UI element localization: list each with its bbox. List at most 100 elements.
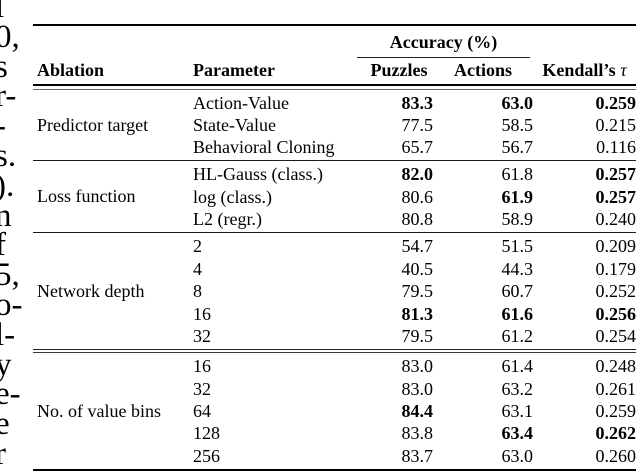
section-separator-rule [33,349,636,354]
margin-text-column: l 0, s r- - s. ). n f 5, o- l- y e- e r [0,0,23,470]
table-row: 2 54.7 51.5 0.209 [193,235,636,257]
kendall-cell: 0.254 [595,325,636,346]
parameter-cell: 2 [193,236,202,257]
margin-text-fragment: 5, [0,257,20,294]
puzzles-cell: 81.3 [401,303,434,324]
margin-text-fragment: l [0,0,23,23]
margin-text-fragment: ). [0,167,15,204]
puzzles-cell: 83.3 [401,92,434,113]
parameter-cell: L2 (regr.) [193,208,262,229]
section-separator-rule [33,232,636,234]
section-value-bins: No. of value bins 16 83.0 61.4 0.248 32 … [33,353,636,469]
table-row: 16 81.3 61.6 0.256 [193,303,636,325]
table-row: Behavioral Cloning 65.7 56.7 0.116 [193,136,636,158]
actions-cell: 58.9 [501,208,534,229]
kendall-cell: 0.215 [595,114,636,135]
parameter-cell: Action-Value [193,92,289,113]
parameter-cell: 32 [193,378,211,399]
puzzles-cell: 40.5 [401,258,434,279]
margin-text-fragment: 0, [0,18,20,55]
margin-text-fragment: e- [0,376,21,413]
parameter-cell: 16 [193,356,211,377]
table-row: 256 83.7 63.0 0.260 [193,445,636,467]
actions-cell: 61.4 [501,356,534,377]
ablation-label: Network depth [37,280,145,301]
kendall-cell: 0.179 [595,258,636,279]
margin-text-fragment: f [0,227,6,264]
ablation-results-table: Accuracy (%) Ablation Parameter Puzzles … [33,24,636,472]
column-header-kendall: Kendall’s τ [542,60,627,80]
parameter-cell: State-Value [193,114,276,135]
margin-text-fragment: s. [0,137,17,174]
actions-cell: 61.9 [501,186,534,207]
table-row: Action-Value 83.3 63.0 0.259 [193,92,636,114]
parameter-cell: 64 [193,401,211,422]
ablation-label: No. of value bins [37,400,161,421]
margin-text-fragment: y [0,346,12,383]
accuracy-group-header-row: Accuracy (%) [33,26,636,57]
actions-cell: 63.0 [501,92,534,113]
table-row: HL-Gauss (class.) 82.0 61.8 0.257 [193,163,636,185]
table-row: 32 79.5 61.2 0.254 [193,325,636,347]
kendall-cell: 0.262 [595,423,636,444]
margin-text-fragment: r- [0,78,17,115]
column-header-parameter: Parameter [193,60,275,80]
actions-cell: 58.5 [501,114,534,135]
puzzles-cell: 83.8 [401,423,434,444]
actions-cell: 63.1 [501,401,534,422]
puzzles-cell: 80.6 [401,186,434,207]
puzzles-cell: 82.0 [401,164,434,185]
table-top-rule [33,24,636,26]
puzzles-cell: 83.0 [401,356,434,377]
section-network-depth: Network depth 2 54.7 51.5 0.209 4 40.5 4… [33,233,636,349]
parameter-cell: 16 [193,303,211,324]
kendall-cell: 0.257 [595,164,636,185]
kendall-cell: 0.240 [595,208,636,229]
actions-cell: 44.3 [501,258,534,279]
section-predictor-target: Predictor target Action-Value 83.3 63.0 … [33,90,636,160]
puzzles-cell: 79.5 [401,325,434,346]
kendall-cell: 0.261 [595,378,636,399]
puzzles-cell: 65.7 [401,137,434,158]
parameter-cell: 4 [193,258,202,279]
puzzles-cell: 54.7 [401,236,434,257]
margin-text-fragment: n [0,197,12,234]
margin-text-fragment: e [0,406,10,443]
kendall-cell: 0.209 [595,236,636,257]
actions-cell: 61.2 [501,325,534,346]
actions-cell: 51.5 [501,236,534,257]
column-header-row: Ablation Parameter Puzzles Actions Kenda… [33,58,636,84]
kendall-cell: 0.260 [595,445,636,466]
puzzles-cell: 79.5 [401,281,434,302]
parameter-cell: 8 [193,281,202,302]
accuracy-group-header: Accuracy (%) [389,32,498,52]
accuracy-group-underline [357,57,530,58]
kendall-cell: 0.259 [595,92,636,113]
margin-text-fragment: - [0,110,23,143]
table-row: State-Value 77.5 58.5 0.215 [193,114,636,136]
puzzles-cell: 84.4 [401,401,434,422]
puzzles-cell: 83.0 [401,378,434,399]
table-row: 64 84.4 63.1 0.259 [193,400,636,422]
actions-cell: 63.2 [501,378,534,399]
tau-symbol: τ [620,60,627,80]
section-separator-rule [33,160,636,162]
table-bottom-rule [33,469,636,472]
header-separator-rule [33,84,636,90]
parameter-cell: Behavioral Cloning [193,137,335,158]
margin-text-fragment: l- [0,316,16,353]
actions-cell: 63.0 [501,445,534,466]
actions-cell: 56.7 [501,137,534,158]
table-row: 8 79.5 60.7 0.252 [193,280,636,302]
actions-cell: 61.6 [501,303,534,324]
table-row: 4 40.5 44.3 0.179 [193,258,636,280]
ablation-label: Predictor target [37,114,149,135]
margin-text-fragment: o- [0,286,23,323]
parameter-cell: log (class.) [193,186,272,207]
puzzles-cell: 83.7 [401,445,434,466]
parameter-cell: 128 [193,423,220,444]
margin-text-fragment: s [0,48,8,85]
parameter-cell: 32 [193,325,211,346]
kendall-cell: 0.248 [595,356,636,377]
actions-cell: 63.4 [501,423,534,444]
